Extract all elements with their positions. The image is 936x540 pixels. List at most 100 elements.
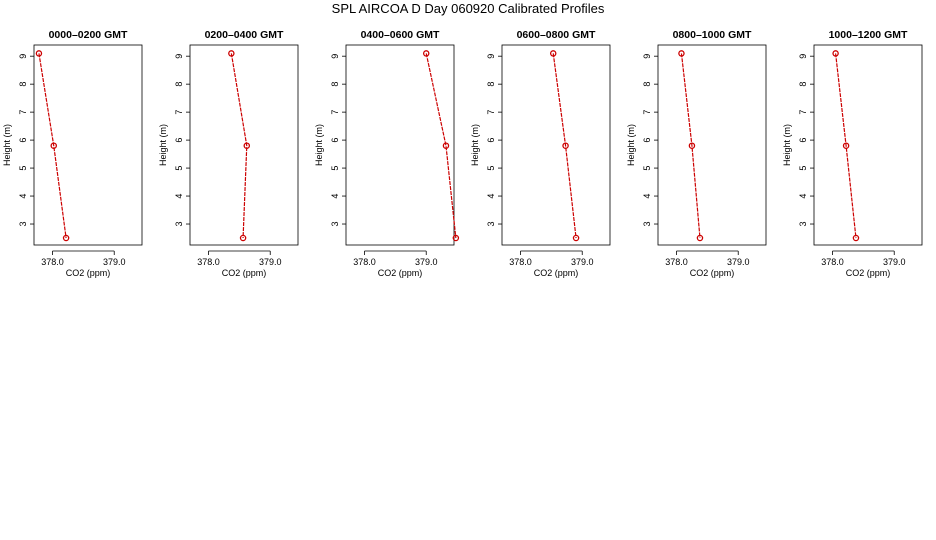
x-tick-label: 378.0 [197,257,220,267]
x-tick-label: 378.0 [353,257,376,267]
x-axis-label: CO2 (ppm) [846,268,891,278]
y-tick-label: 3 [642,222,652,227]
plot-frame [501,44,611,246]
y-axis-label: Height (m) [158,124,168,166]
data-point [422,50,430,57]
x-tick-label: 379.0 [883,257,906,267]
y-tick-label: 6 [798,138,808,143]
y-tick-label: 3 [486,222,496,227]
y-tick-label: 6 [174,138,184,143]
y-tick-label: 7 [18,110,28,115]
profile-panel: 1000–1200 GMT 3 4 5 6 7 8 9 Height (m) 378.0 379.0… [782,29,923,278]
y-axis-label: Height (m) [782,124,792,166]
y-tick-label: 5 [174,166,184,171]
y-tick-label: 7 [798,110,808,115]
x-tick-label: 378.0 [665,257,688,267]
data-point [239,234,247,242]
data-point [62,234,70,242]
y-tick-label: 8 [486,82,496,87]
profile-line [680,53,701,239]
data-point [452,234,460,242]
profile-line [425,53,457,239]
y-tick-label: 8 [798,82,808,87]
x-tick-label: 378.0 [509,257,532,267]
y-tick-label: 5 [486,166,496,171]
x-tick-label: 379.0 [259,257,282,267]
y-axis-label: Height (m) [470,124,480,166]
y-tick-label: 9 [486,54,496,59]
data-point [50,142,57,149]
x-tick-label: 379.0 [727,257,750,267]
y-tick-label: 9 [642,54,652,59]
y-axis-label: Height (m) [2,124,12,166]
y-tick-label: 9 [18,54,28,59]
data-point [228,50,235,57]
y-tick-label: 8 [642,82,652,87]
y-tick-label: 4 [642,194,652,199]
profile-panel: 0800–1000 GMT 3 4 5 6 7 8 9 Height (m) 378.0 379.0… [626,29,767,278]
y-tick-label: 5 [642,166,652,171]
y-tick-label: 7 [330,110,340,115]
panel-title: 0600–0800 GMT [517,29,596,41]
data-point [243,142,251,149]
data-point [842,142,850,149]
panel-title: 0400–0600 GMT [361,29,440,41]
data-point [442,142,450,149]
y-tick-label: 3 [18,222,28,227]
y-tick-label: 3 [330,222,340,227]
y-tick-label: 8 [330,82,340,87]
profile-panels: 0000–0200 GMT 3 4 5 6 7 8 9 Height (m) 378.0 379.0… [2,29,923,278]
profile-line [38,53,67,239]
plot-frame [657,44,767,246]
x-tick-label: 378.0 [821,257,844,267]
data-point [678,50,685,57]
x-axis-label: CO2 (ppm) [378,268,423,278]
profile-line [835,53,857,239]
panel-title: 1000–1200 GMT [829,29,908,41]
figure-title: SPL AIRCOA D Day 060920 Calibrated Profi… [332,1,605,16]
y-tick-label: 7 [642,110,652,115]
data-point [562,142,569,149]
profile-panel: 0000–0200 GMT 3 4 5 6 7 8 9 Height (m) 378.0 379.0… [2,29,143,278]
panel-title: 0800–1000 GMT [673,29,752,41]
profile-line [552,53,577,239]
plot-frame [33,44,143,246]
y-tick-label: 4 [486,194,496,199]
data-point [688,142,696,149]
data-point [572,234,580,242]
x-axis-label: CO2 (ppm) [66,268,111,278]
y-tick-label: 9 [330,54,340,59]
data-point [832,50,839,57]
y-tick-label: 9 [798,54,808,59]
y-tick-label: 9 [174,54,184,59]
data-point [35,50,43,57]
x-axis-label: CO2 (ppm) [690,268,735,278]
y-tick-label: 3 [798,222,808,227]
panel-title: 0000–0200 GMT [49,29,128,41]
profile-line [230,53,248,239]
y-tick-label: 5 [18,166,28,171]
panel-title: 0200–0400 GMT [205,29,284,41]
y-tick-label: 5 [330,166,340,171]
x-axis-label: CO2 (ppm) [534,268,579,278]
profile-panel: 0200–0400 GMT 3 4 5 6 7 8 9 Height (m) 378.0 379.0… [158,29,299,278]
data-point [696,234,704,242]
profile-panel: 0400–0600 GMT 3 4 5 6 7 8 9 Height (m) 378.0 379.0… [314,29,460,278]
y-tick-label: 8 [174,82,184,87]
x-tick-label: 379.0 [571,257,594,267]
plot-frame [345,44,455,246]
x-axis-label: CO2 (ppm) [222,268,267,278]
x-tick-label: 379.0 [415,257,438,267]
y-axis-label: Height (m) [314,124,324,166]
y-tick-label: 4 [174,194,184,199]
plot-frame [189,44,299,246]
y-tick-label: 8 [18,82,28,87]
y-tick-label: 6 [486,138,496,143]
y-tick-label: 6 [18,138,28,143]
x-tick-label: 379.0 [103,257,126,267]
y-axis-label: Height (m) [626,124,636,166]
data-point [549,50,557,57]
data-point [852,234,860,242]
y-tick-label: 5 [798,166,808,171]
